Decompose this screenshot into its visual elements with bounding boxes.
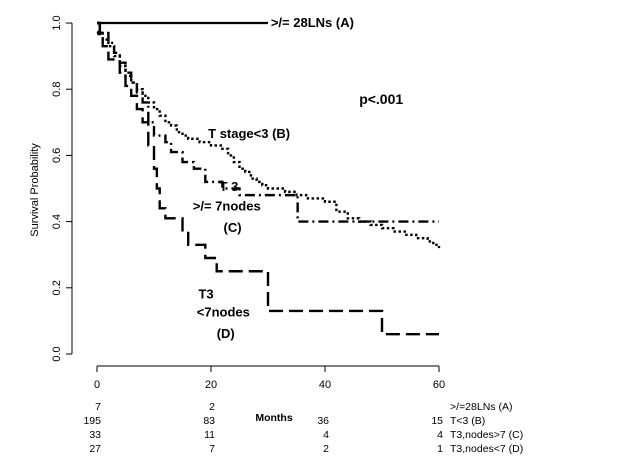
risk-count: 33 (89, 429, 101, 441)
curve-annotation: T 3 (220, 179, 239, 194)
curve-annotation: >/= 28LNs (A) (271, 15, 354, 30)
risk-count: 36 (317, 415, 329, 427)
risk-group-label: T3,nodes<7 (D) (450, 443, 523, 455)
risk-count: 7 (209, 443, 215, 455)
risk-count: 7 (95, 401, 101, 413)
risk-count: 2 (323, 443, 329, 455)
risk-group-label: T<3 (B) (450, 415, 485, 427)
y-tick-label: 0.6 (51, 148, 63, 163)
y-tick-label: 0.0 (51, 346, 63, 361)
curve-annotation: (D) (217, 326, 235, 341)
y-tick-label: 0.4 (51, 214, 63, 229)
curve-annotation: (C) (224, 220, 242, 235)
risk-group-label: >/=28LNs (A) (450, 401, 512, 413)
x-tick-label: 40 (319, 379, 331, 391)
risk-count: 83 (203, 415, 215, 427)
risk-count: 4 (323, 429, 329, 441)
series-line-c (97, 21, 439, 223)
risk-count: 4 (437, 429, 443, 441)
x-tick-label: 20 (205, 379, 217, 391)
p-value: p<.001 (359, 91, 403, 107)
curve-annotation: >/= 7nodes (193, 199, 261, 214)
risk-count: 1 (437, 443, 443, 455)
y-tick-label: 1.0 (51, 15, 63, 30)
x-tick-label: 60 (433, 379, 445, 391)
risk-group-label: T3,nodes>7 (C) (450, 429, 523, 441)
risk-count: 195 (83, 415, 101, 427)
risk-count: 27 (89, 443, 101, 455)
series-line-d (97, 21, 439, 336)
curve-annotation: <7nodes (197, 305, 250, 320)
y-axis-label: Survival Probability (29, 143, 41, 237)
risk-count: 15 (431, 415, 443, 427)
risk-count: 11 (204, 429, 215, 441)
y-tick-label: 0.8 (51, 82, 63, 97)
risk-count: 2 (209, 401, 215, 413)
x-tick-label: 0 (94, 379, 100, 391)
curve-annotation: T3 (198, 286, 213, 301)
y-tick-label: 0.2 (51, 280, 63, 295)
curve-annotation: T stage<3 (B) (208, 126, 290, 141)
censor-marker (96, 30, 102, 36)
months-label: Months (255, 412, 292, 424)
